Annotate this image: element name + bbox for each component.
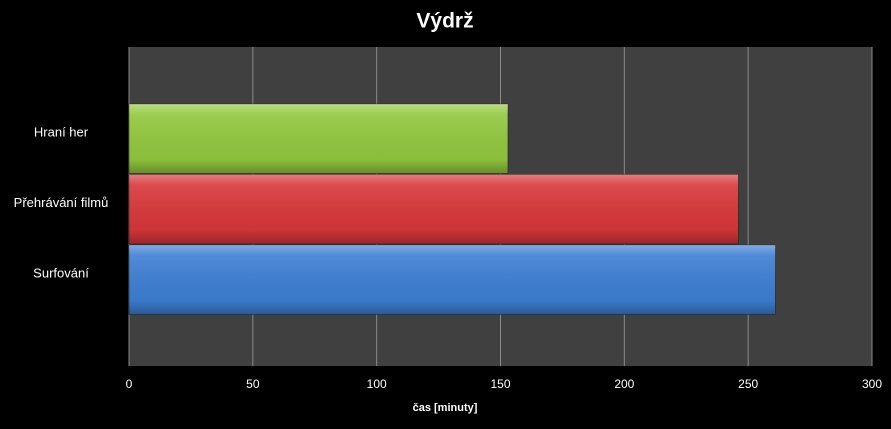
bar-shading [129, 245, 776, 315]
x-tick-label: 200 [614, 377, 634, 391]
chart-title: Výdrž [416, 10, 473, 33]
x-tick-label: 0 [126, 377, 133, 391]
x-tick-label: 100 [367, 377, 387, 391]
x-tick-label: 150 [490, 377, 510, 391]
y-tick-label: Hraní her [34, 124, 89, 139]
y-tick-label: Přehrávání filmů [14, 195, 109, 210]
x-tick-label: 250 [738, 377, 758, 391]
bar-shading [129, 104, 508, 174]
y-tick-label: Surfování [33, 265, 89, 280]
x-axis-label: čas [minuty] [413, 402, 478, 414]
x-tick-label: 300 [862, 377, 882, 391]
x-tick-label: 50 [246, 377, 260, 391]
bar-shading [129, 174, 739, 244]
